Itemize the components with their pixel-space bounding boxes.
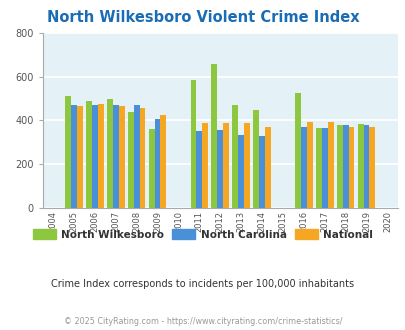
Legend: North Wilkesboro, North Carolina, National: North Wilkesboro, North Carolina, Nation… bbox=[29, 225, 376, 244]
Bar bbox=[196, 131, 202, 208]
Bar bbox=[133, 105, 139, 208]
Text: Crime Index corresponds to incidents per 100,000 inhabitants: Crime Index corresponds to incidents per… bbox=[51, 279, 354, 289]
Bar bbox=[65, 96, 71, 208]
Bar bbox=[113, 105, 118, 208]
Bar bbox=[86, 101, 92, 208]
Bar bbox=[160, 115, 166, 208]
Bar bbox=[217, 130, 223, 208]
Bar bbox=[92, 105, 98, 208]
Bar bbox=[258, 136, 264, 208]
Bar bbox=[223, 123, 228, 208]
Text: North Wilkesboro Violent Crime Index: North Wilkesboro Violent Crime Index bbox=[47, 10, 358, 25]
Bar bbox=[154, 119, 160, 208]
Bar bbox=[77, 106, 83, 208]
Bar bbox=[232, 105, 238, 208]
Bar bbox=[357, 124, 363, 208]
Bar bbox=[190, 80, 196, 208]
Bar bbox=[348, 127, 354, 208]
Text: © 2025 CityRating.com - https://www.cityrating.com/crime-statistics/: © 2025 CityRating.com - https://www.city… bbox=[64, 317, 341, 326]
Bar bbox=[342, 125, 348, 208]
Bar bbox=[71, 105, 77, 208]
Bar bbox=[118, 106, 124, 208]
Bar bbox=[363, 125, 369, 208]
Bar bbox=[107, 99, 113, 208]
Bar bbox=[98, 104, 103, 208]
Bar bbox=[243, 123, 249, 208]
Bar bbox=[327, 122, 333, 208]
Bar bbox=[315, 128, 321, 208]
Bar bbox=[148, 129, 154, 208]
Bar bbox=[294, 93, 300, 208]
Bar bbox=[306, 121, 312, 208]
Bar bbox=[300, 127, 306, 208]
Bar bbox=[139, 108, 145, 208]
Bar bbox=[264, 127, 270, 208]
Bar bbox=[128, 112, 133, 208]
Bar bbox=[253, 110, 258, 208]
Bar bbox=[238, 135, 243, 208]
Bar bbox=[202, 123, 208, 208]
Bar bbox=[211, 64, 217, 208]
Bar bbox=[336, 125, 342, 208]
Bar bbox=[369, 127, 374, 208]
Bar bbox=[321, 128, 327, 208]
